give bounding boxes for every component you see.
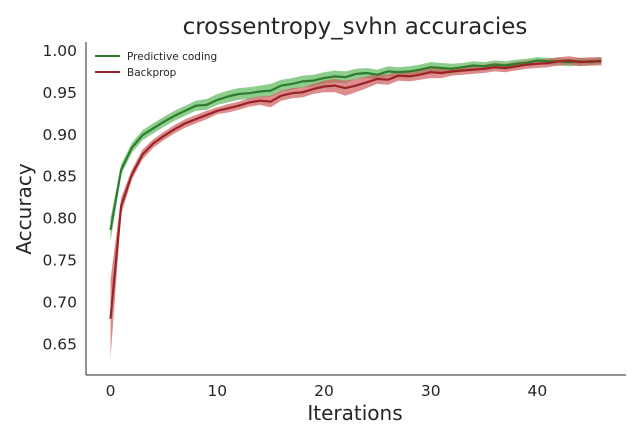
y-tick-label: 0.80: [42, 210, 77, 228]
x-tick-label: 10: [207, 382, 227, 400]
y-tick-label: 0.95: [42, 84, 77, 102]
y-tick-label: 0.65: [42, 335, 77, 353]
y-tick-label: 1.00: [42, 42, 77, 60]
y-tick-label: 0.85: [42, 168, 77, 186]
x-tick-label: 20: [314, 382, 334, 400]
legend: Predictive coding Backprop: [95, 51, 217, 79]
chart-title: crossentropy_svhn accuracies: [183, 14, 528, 40]
x-tick-label: 40: [528, 382, 548, 400]
x-tick-label: 30: [421, 382, 441, 400]
x-axis-label: Iterations: [307, 401, 402, 425]
y-tick-label: 0.75: [42, 252, 77, 270]
predictive-coding-line: [109, 59, 602, 231]
y-tick-label: 0.70: [42, 294, 77, 312]
y-tick-label: 0.90: [42, 126, 77, 144]
y-axis-label: Accuracy: [12, 163, 36, 254]
legend-label-backprop: Backprop: [127, 67, 177, 79]
x-tick-label: 0: [106, 382, 116, 400]
series-lines: [109, 59, 602, 319]
axes: 0 10 20 30 40 0.65 0.70 0.75 0.80 0.85 0.90 0.95 1.0…: [42, 42, 626, 400]
legend-label-predictive-coding: Predictive coding: [127, 51, 217, 63]
backprop-line: [109, 59, 602, 319]
